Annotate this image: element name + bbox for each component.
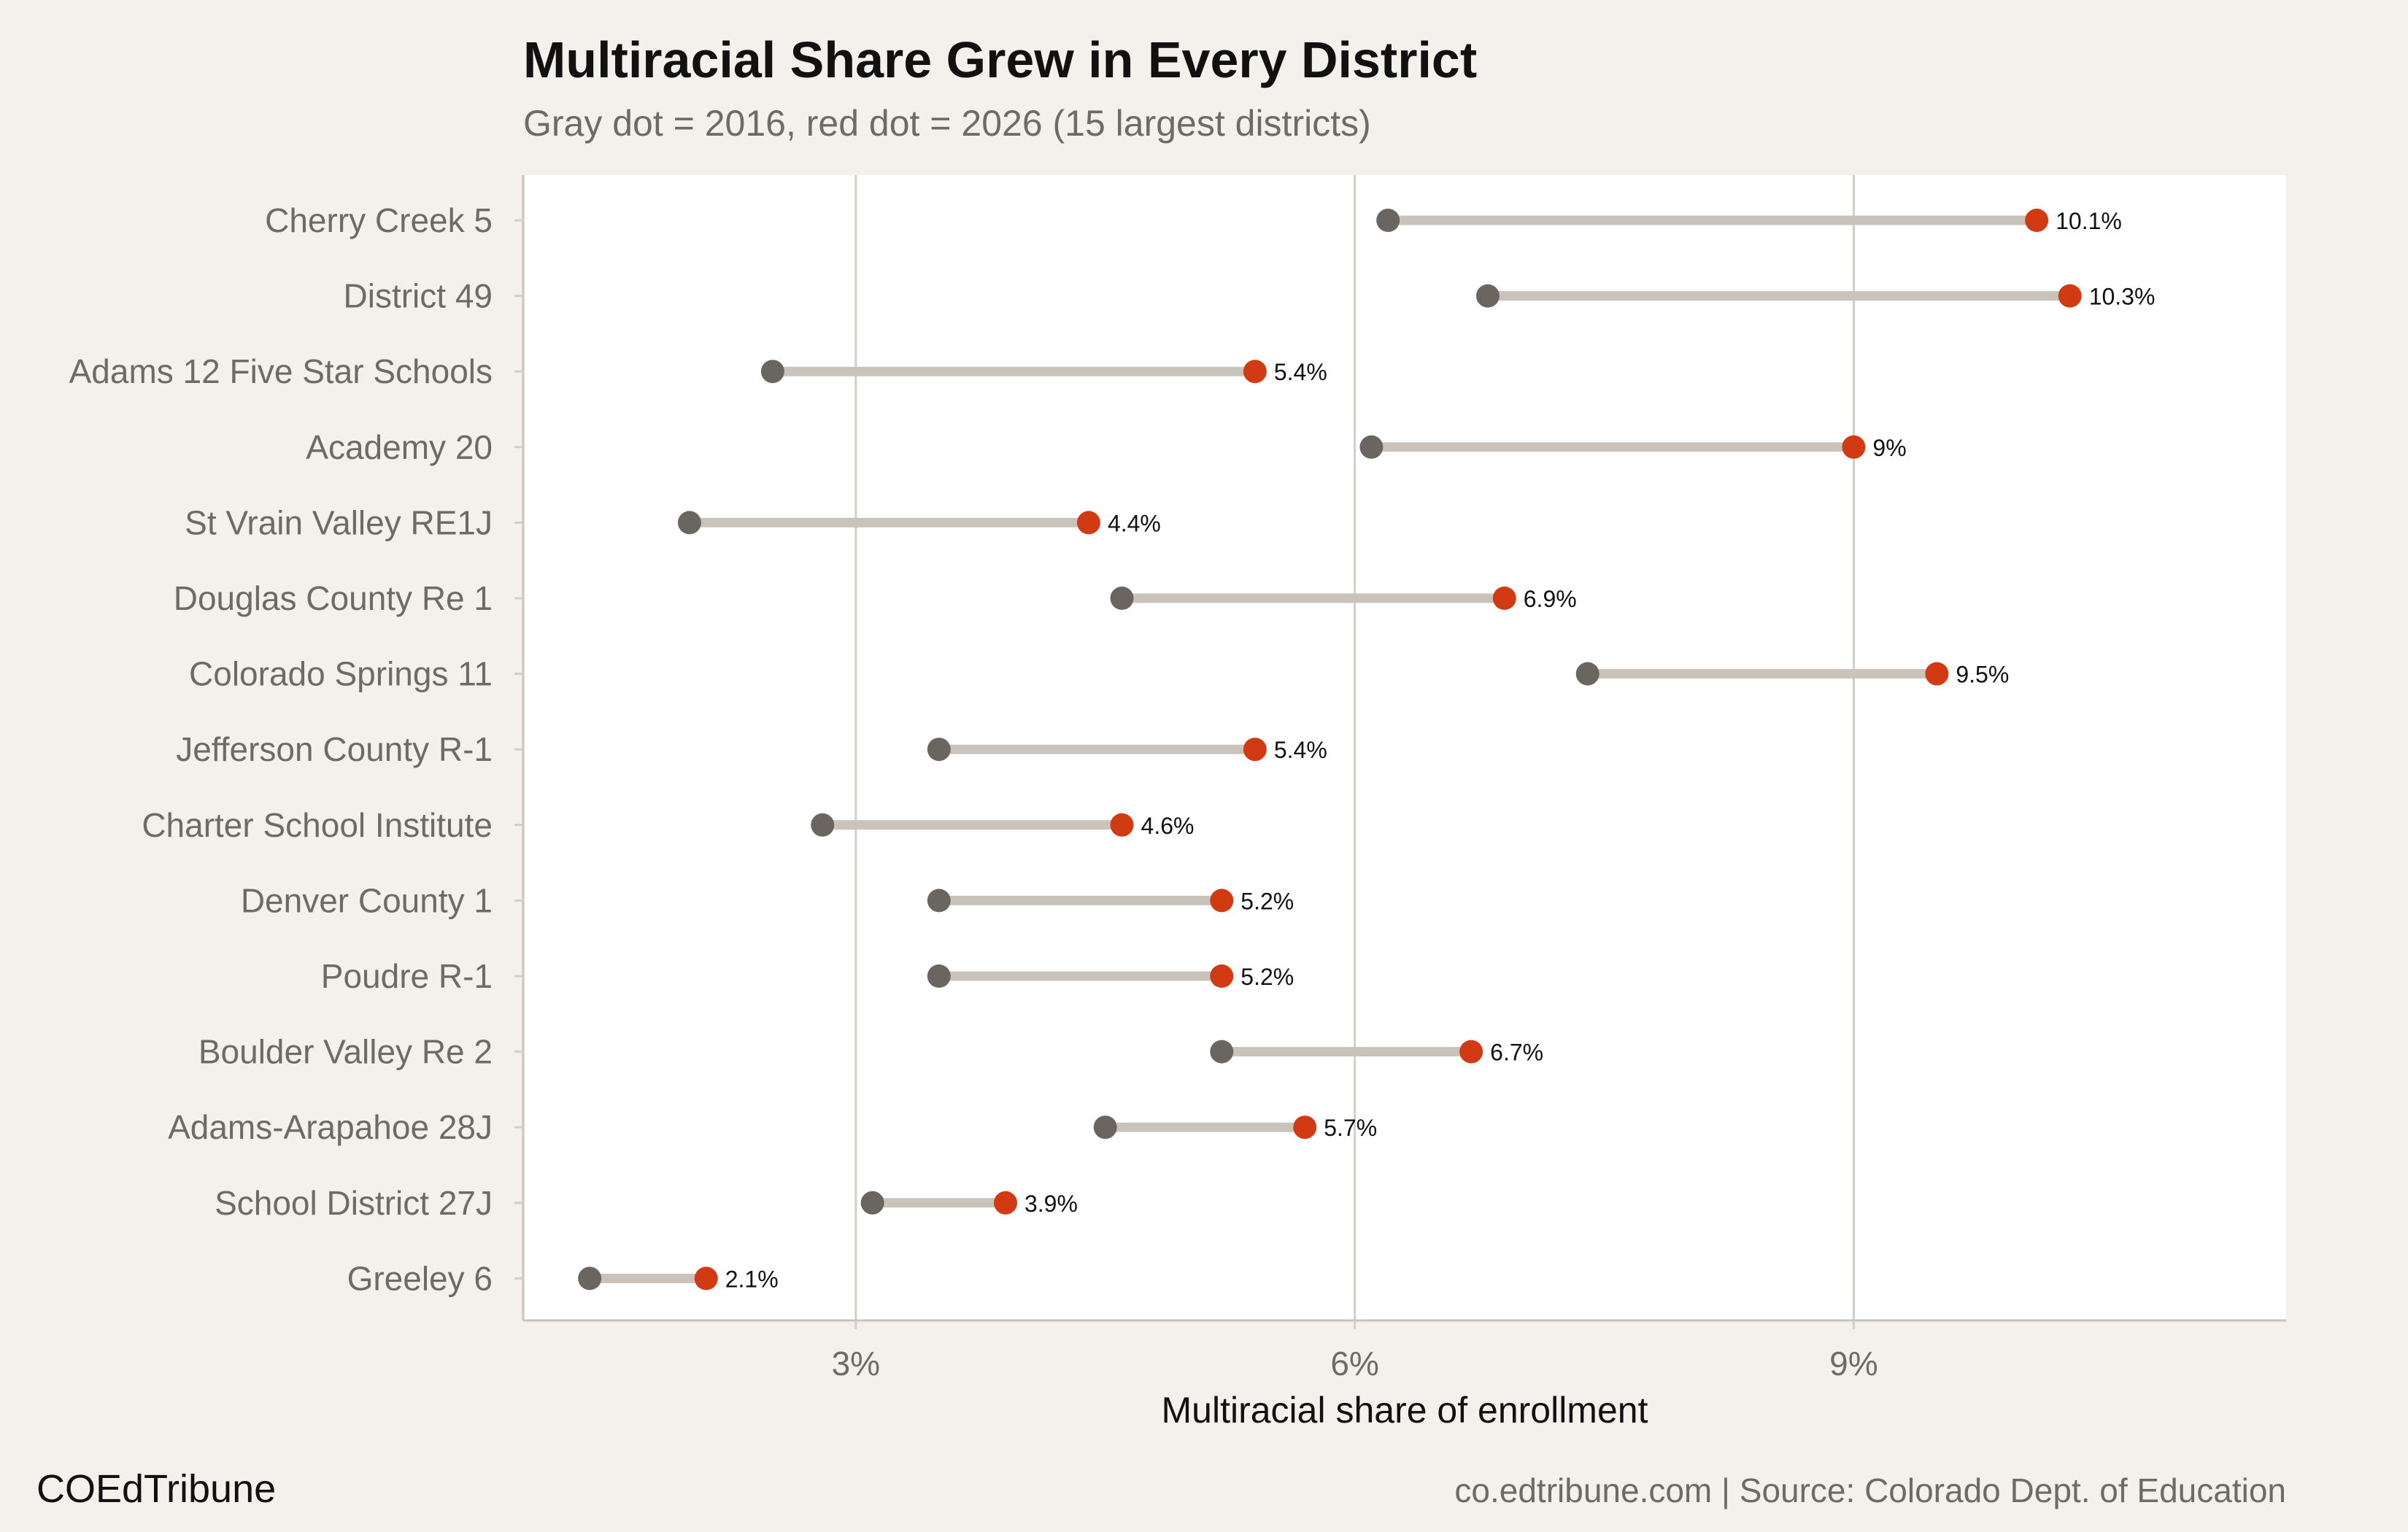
dot-2016: [1575, 662, 1599, 686]
district-row: 6.9%: [1110, 586, 1577, 612]
value-label: 6.7%: [1490, 1040, 1543, 1066]
dot-2026: [1293, 1115, 1317, 1140]
dot-2016: [1210, 1040, 1234, 1064]
category-label: School District 27J: [215, 1184, 493, 1222]
value-label: 5.2%: [1240, 964, 1294, 990]
x-axis-ticks: 3% 6% 9%: [832, 1320, 1878, 1382]
category-label: Greeley 6: [347, 1259, 493, 1297]
category-label: Adams 12 Five Star Schools: [69, 352, 493, 390]
value-label: 5.4%: [1274, 737, 1327, 763]
footer-brand: COEdTribune: [36, 1467, 277, 1511]
x-tick-label: 3%: [832, 1345, 880, 1382]
category-label: Cherry Creek 5: [265, 201, 493, 239]
district-row: 4.6%: [811, 813, 1194, 839]
dot-2016: [1110, 587, 1134, 610]
category-label: Denver County 1: [241, 881, 493, 919]
dot-2016: [860, 1191, 884, 1215]
value-label: 10.1%: [2056, 208, 2122, 234]
district-row: 10.3%: [1475, 284, 2156, 310]
district-row: 9%: [1359, 435, 1907, 461]
dot-2026: [1243, 360, 1267, 384]
district-row: 5.7%: [1093, 1115, 1377, 1141]
district-row: 5.2%: [927, 888, 1294, 914]
dot-2016: [760, 360, 784, 384]
dot-2016: [1475, 284, 1500, 308]
dot-2026: [1842, 435, 1866, 459]
category-label: District 49: [344, 277, 493, 315]
value-label: 3.9%: [1024, 1191, 1078, 1217]
value-label: 4.4%: [1108, 510, 1161, 536]
footer-source: co.edtribune.com | Source: Colorado Dept…: [1454, 1471, 2286, 1509]
gridlines: [854, 175, 1855, 1320]
dot-2026: [1210, 889, 1234, 913]
dot-2026: [1459, 1040, 1483, 1064]
dot-2016: [811, 813, 835, 837]
dot-2016: [927, 964, 951, 988]
category-label: Douglas County Re 1: [174, 579, 493, 617]
dot-2016: [1093, 1115, 1117, 1140]
category-label: St Vrain Valley RE1J: [185, 503, 493, 541]
dot-2026: [993, 1191, 1017, 1215]
x-tick-label: 9%: [1829, 1345, 1878, 1382]
dot-2016: [578, 1266, 602, 1291]
dot-2026: [1110, 813, 1134, 837]
x-axis-title: Multiracial share of enrollment: [1162, 1390, 1648, 1431]
value-label: 6.9%: [1524, 586, 1577, 612]
chart-title: Multiracial Share Grew in Every District: [523, 31, 1478, 88]
category-label: Jefferson County R-1: [176, 730, 493, 768]
value-label: 2.1%: [725, 1266, 779, 1292]
dot-2016: [677, 511, 701, 535]
value-label: 9%: [1872, 435, 1906, 461]
district-row: 4.4%: [677, 510, 1161, 536]
dot-2026: [1076, 511, 1100, 535]
district-row: 3.9%: [860, 1191, 1078, 1217]
dot-2026: [2025, 209, 2049, 232]
plot-panel: [523, 175, 2286, 1320]
district-row: 5.2%: [927, 964, 1294, 990]
dot-2016: [1376, 209, 1400, 232]
category-label: Colorado Springs 11: [189, 655, 493, 693]
y-axis-ticks: Cherry Creek 5 District 49 Adams 12 Five S…: [69, 201, 523, 1297]
dot-2026: [2058, 284, 2082, 308]
district-row: 10.1%: [1376, 208, 2122, 234]
value-label: 4.6%: [1141, 813, 1195, 839]
data-rows: 10.1% 10.3% 5.4% 9% 4.4% 6.9% 9.5% 5.4% 4.6% 5.2%…: [578, 208, 2155, 1292]
district-row: 9.5%: [1575, 662, 2009, 688]
dot-2026: [1925, 662, 1949, 686]
category-label: Academy 20: [306, 428, 493, 466]
value-label: 9.5%: [1956, 662, 2009, 688]
district-row: 5.4%: [760, 359, 1327, 385]
value-label: 5.4%: [1274, 359, 1327, 385]
district-row: 2.1%: [578, 1266, 779, 1292]
value-label: 10.3%: [2089, 284, 2156, 310]
value-label: 5.2%: [1240, 888, 1294, 914]
dot-2016: [927, 738, 951, 762]
dot-2026: [1492, 587, 1516, 610]
dot-2026: [1243, 738, 1267, 762]
category-label: Boulder Valley Re 2: [198, 1033, 493, 1071]
dot-2016: [927, 889, 951, 913]
category-label: Poudre R-1: [321, 957, 493, 995]
x-tick-label: 6%: [1330, 1345, 1378, 1382]
district-row: 6.7%: [1210, 1040, 1543, 1066]
value-label: 5.7%: [1324, 1115, 1377, 1141]
chart-subtitle: Gray dot = 2016, red dot = 2026 (15 larg…: [523, 103, 1371, 144]
dot-2026: [694, 1266, 718, 1291]
category-label: Charter School Institute: [142, 806, 493, 844]
dot-2016: [1359, 435, 1384, 459]
category-label: Adams-Arapahoe 28J: [168, 1108, 493, 1146]
district-row: 5.4%: [927, 737, 1327, 763]
dot-2026: [1210, 964, 1234, 988]
